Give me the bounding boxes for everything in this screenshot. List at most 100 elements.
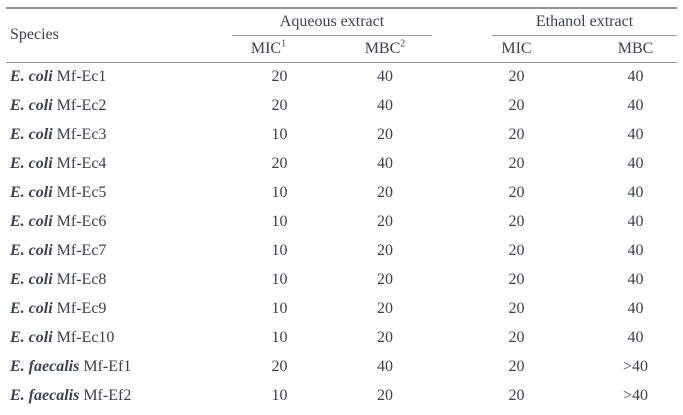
mic-aqueous-header: MIC1	[250, 38, 287, 57]
mbc-aqueous-value: 40	[377, 357, 393, 375]
mbc-ethanol-value: >40	[622, 386, 649, 404]
mic-aqueous-value: 10	[271, 183, 288, 201]
mic-aqueous-value: 10	[271, 125, 288, 143]
species-cell: E. faecalis Mf-Ef1	[6, 352, 228, 381]
species-cell: E. coli Mf-Ec1	[6, 62, 228, 91]
table-row: E. coli Mf-Ec3 10 20 20 40	[6, 120, 677, 149]
mbc-aqueous-value: 20	[377, 183, 393, 201]
species-name: E. coli	[10, 183, 53, 201]
species-name: E. coli	[10, 125, 53, 143]
species-name: E. faecalis	[10, 357, 80, 375]
table-row: E. faecalis Mf-Ef2 10 20 20 >40	[6, 381, 677, 410]
species-name: E. coli	[10, 212, 53, 230]
mbc-ethanol-header: MBC	[617, 39, 654, 57]
mbc-aqueous-value: 40	[377, 96, 393, 114]
mbc-aqueous-value: 20	[377, 125, 393, 143]
mbc-aqueous-value: 20	[377, 386, 393, 404]
mic-ethanol-value: 20	[508, 125, 525, 143]
mbc-ethanol-value: 40	[627, 241, 644, 259]
species-name: E. coli	[10, 96, 53, 114]
species-cell: E. coli Mf-Ec2	[6, 91, 228, 120]
species-cell: E. coli Mf-Ec5	[6, 178, 228, 207]
ethanol-extract-label: Ethanol extract	[535, 13, 634, 30]
table-row: E. faecalis Mf-Ef1 20 40 20 >40	[6, 352, 677, 381]
mic-ethanol-value: 20	[508, 183, 525, 201]
mbc-ethanol-value: 40	[627, 299, 644, 317]
table-body: E. coli Mf-Ec1 20 40 20 40 E. coli Mf-Ec…	[6, 62, 677, 410]
species-cell: E. coli Mf-Ec6	[6, 207, 228, 236]
strain-id: Mf-Ec10	[56, 328, 115, 346]
mic-aqueous-value: 20	[271, 96, 288, 114]
mic-aqueous-value: 20	[271, 154, 288, 172]
strain-id: Mf-Ec9	[56, 299, 107, 317]
strain-id: Mf-Ec1	[56, 67, 107, 85]
table-row: E. coli Mf-Ec10 10 20 20 40	[6, 323, 677, 352]
strain-id: Mf-Ec3	[56, 125, 107, 143]
species-name: E. coli	[10, 241, 53, 259]
mbc-ethanol-value: >40	[622, 357, 649, 375]
mbc-ethanol-value: 40	[627, 183, 644, 201]
strain-id: Mf-Ec8	[56, 270, 107, 288]
table-row: E. coli Mf-Ec5 10 20 20 40	[6, 178, 677, 207]
mbc-aqueous-value: 20	[377, 212, 393, 230]
mic-ethanol-value: 20	[508, 270, 525, 288]
species-name: E. coli	[10, 299, 53, 317]
mic-ethanol-value: 20	[508, 328, 525, 346]
mic-aqueous-value: 10	[271, 241, 288, 259]
table-row: E. coli Mf-Ec6 10 20 20 40	[6, 207, 677, 236]
mic-ethanol-header: MIC	[501, 39, 532, 57]
column-header-mbc-aqueous: MBC2	[331, 36, 439, 63]
mbc-aqueous-header: MBC2	[364, 38, 406, 57]
mic-ethanol-value: 20	[508, 212, 525, 230]
table-row: E. coli Mf-Ec1 20 40 20 40	[6, 62, 677, 91]
strain-id: Mf-Ef2	[83, 386, 132, 404]
species-cell: E. coli Mf-Ec7	[6, 236, 228, 265]
mbc-ethanol-value: 40	[627, 154, 644, 172]
mbc-aqueous-value: 40	[377, 67, 393, 85]
column-header-species: Species	[6, 8, 228, 63]
mic-aqueous-value: 10	[271, 328, 288, 346]
mic-ethanol-value: 20	[508, 96, 525, 114]
group-header-ethanol-extract: Ethanol extract	[439, 8, 678, 36]
strain-id: Mf-Ef1	[83, 357, 132, 375]
mic-ethanol-value: 20	[508, 386, 525, 404]
mbc-ethanol-value: 40	[627, 125, 644, 143]
table-row: E. coli Mf-Ec2 20 40 20 40	[6, 91, 677, 120]
strain-id: Mf-Ec5	[56, 183, 107, 201]
mic-ethanol-value: 20	[508, 357, 525, 375]
mbc-ethanol-value: 40	[627, 67, 644, 85]
species-cell: E. coli Mf-Ec9	[6, 294, 228, 323]
species-name: E. coli	[10, 328, 53, 346]
column-header-mic-aqueous: MIC1	[228, 36, 331, 63]
mic-aqueous-value: 10	[271, 386, 288, 404]
mbc-ethanol-value: 40	[627, 212, 644, 230]
aqueous-extract-underline: Aqueous extract	[232, 9, 432, 36]
species-name: E. coli	[10, 154, 53, 172]
strain-id: Mf-Ec7	[56, 241, 107, 259]
mic-aqueous-value: 20	[271, 357, 288, 375]
species-cell: E. coli Mf-Ec10	[6, 323, 228, 352]
mbc-ethanol-value: 40	[627, 96, 644, 114]
species-cell: E. faecalis Mf-Ef2	[6, 381, 228, 410]
table-row: E. coli Mf-Ec7 10 20 20 40	[6, 236, 677, 265]
species-name: E. coli	[10, 67, 53, 85]
group-header-aqueous-extract: Aqueous extract	[228, 8, 439, 36]
species-name: E. coli	[10, 270, 53, 288]
mic-aqueous-value: 10	[271, 270, 288, 288]
mic-aqueous-value: 20	[271, 67, 288, 85]
mic-aqueous-value: 10	[271, 212, 288, 230]
mic-ethanol-value: 20	[508, 67, 525, 85]
mbc-aqueous-value: 20	[377, 241, 393, 259]
species-cell: E. coli Mf-Ec4	[6, 149, 228, 178]
species-cell: E. coli Mf-Ec8	[6, 265, 228, 294]
mbc-ethanol-value: 40	[627, 270, 644, 288]
mic-ethanol-value: 20	[508, 299, 525, 317]
table-row: E. coli Mf-Ec4 20 40 20 40	[6, 149, 677, 178]
species-name: E. faecalis	[10, 386, 80, 404]
strain-id: Mf-Ec6	[56, 212, 107, 230]
aqueous-extract-label: Aqueous extract	[279, 13, 385, 30]
column-header-mic-ethanol: MIC	[439, 36, 594, 63]
mbc-aqueous-value: 20	[377, 299, 393, 317]
mic-ethanol-value: 20	[508, 154, 525, 172]
mic-mbc-table: Species Aqueous extract Ethanol extract …	[6, 7, 678, 410]
